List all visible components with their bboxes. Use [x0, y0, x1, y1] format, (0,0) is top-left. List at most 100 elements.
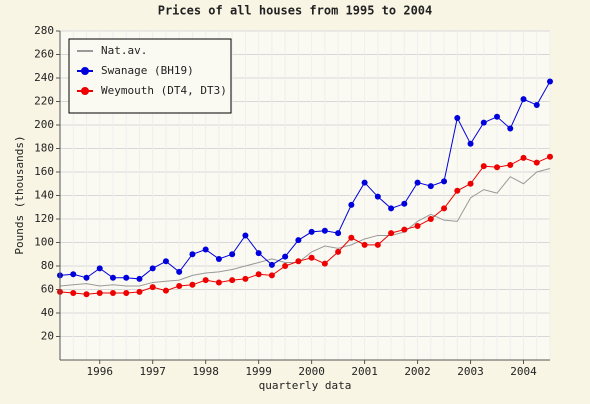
y-tick-label: 200 [34, 118, 54, 131]
point [335, 230, 342, 237]
point [321, 227, 328, 234]
point [136, 288, 143, 295]
point [282, 263, 289, 269]
legend-label: Nat.av. [101, 44, 147, 57]
y-tick-label: 220 [34, 95, 54, 108]
point [242, 232, 249, 239]
point [242, 275, 249, 282]
point [109, 290, 116, 297]
point [494, 164, 501, 171]
point [348, 201, 355, 208]
x-tick-label: 1996 [86, 365, 113, 378]
point [202, 277, 209, 284]
x-tick-label: 2003 [457, 365, 484, 378]
y-tick-label: 20 [41, 330, 54, 343]
y-tick-label: 60 [41, 283, 54, 296]
point [374, 193, 381, 200]
point [507, 161, 514, 168]
point [401, 200, 408, 207]
legend-label: Swanage (BH19) [101, 64, 194, 77]
point [295, 237, 302, 244]
x-tick-label: 1999 [245, 365, 272, 378]
point [454, 187, 461, 194]
x-tick-label: 2002 [404, 365, 431, 378]
point [255, 271, 262, 278]
point [202, 246, 209, 253]
point [494, 113, 501, 120]
point [149, 284, 156, 291]
y-tick-label: 140 [34, 189, 54, 202]
x-tick-label: 1997 [139, 365, 166, 378]
point [441, 178, 448, 185]
point [480, 119, 487, 126]
point [441, 205, 448, 212]
y-tick-label: 100 [34, 236, 54, 249]
legend: Nat.av. Swanage (BH19) Weymouth (DT4, DT3) [68, 38, 232, 114]
point [282, 253, 289, 260]
point [308, 228, 315, 235]
y-tick-label: 180 [34, 142, 54, 155]
series-line [59, 167, 551, 287]
point [176, 268, 183, 275]
point [427, 216, 434, 222]
chart-title: Prices of all houses from 1995 to 2004 [158, 4, 433, 18]
point [414, 179, 421, 186]
point [176, 282, 183, 289]
x-tick-label: 1998 [192, 365, 219, 378]
legend-label: Weymouth (DT4, DT3) [101, 84, 227, 97]
point [268, 272, 275, 279]
y-tick-label: 280 [34, 24, 54, 37]
y-tick-label: 260 [34, 48, 54, 61]
point [123, 290, 130, 297]
point [374, 241, 381, 248]
point [70, 271, 77, 278]
point [414, 223, 421, 230]
point [533, 159, 540, 166]
point [467, 180, 474, 187]
point [96, 290, 103, 297]
point [83, 274, 90, 281]
point [335, 248, 342, 255]
point [123, 274, 130, 281]
point [401, 226, 408, 233]
point [109, 274, 116, 281]
x-tick-label: 2001 [351, 365, 378, 378]
legend-marker [81, 87, 89, 95]
y-tick-label: 80 [41, 259, 54, 272]
point [321, 260, 328, 267]
point [388, 205, 395, 212]
point [162, 258, 169, 265]
point [361, 179, 368, 186]
point [427, 183, 434, 190]
point [268, 261, 275, 268]
point [547, 78, 553, 85]
legend-box [68, 38, 232, 114]
point [189, 281, 196, 288]
point [83, 291, 90, 298]
point [533, 102, 540, 109]
point [308, 254, 315, 261]
point [255, 250, 262, 257]
point [229, 277, 236, 284]
point [215, 279, 222, 286]
point [454, 114, 461, 121]
point [520, 154, 527, 161]
point [361, 241, 368, 248]
y-tick-label: 40 [41, 306, 54, 319]
point [229, 251, 236, 258]
legend-marker [81, 67, 89, 75]
y-axis-label: Pounds (thousands) [13, 135, 26, 254]
y-tick-label: 160 [34, 165, 54, 178]
point [520, 96, 527, 103]
point [96, 265, 103, 272]
point [136, 275, 143, 282]
y-tick-label: 240 [34, 71, 54, 84]
point [388, 230, 395, 237]
point [189, 251, 196, 258]
grid [56, 30, 551, 364]
x-axis-label: quarterly data [259, 379, 352, 392]
point [295, 258, 302, 265]
point [480, 163, 487, 170]
point [149, 265, 156, 272]
